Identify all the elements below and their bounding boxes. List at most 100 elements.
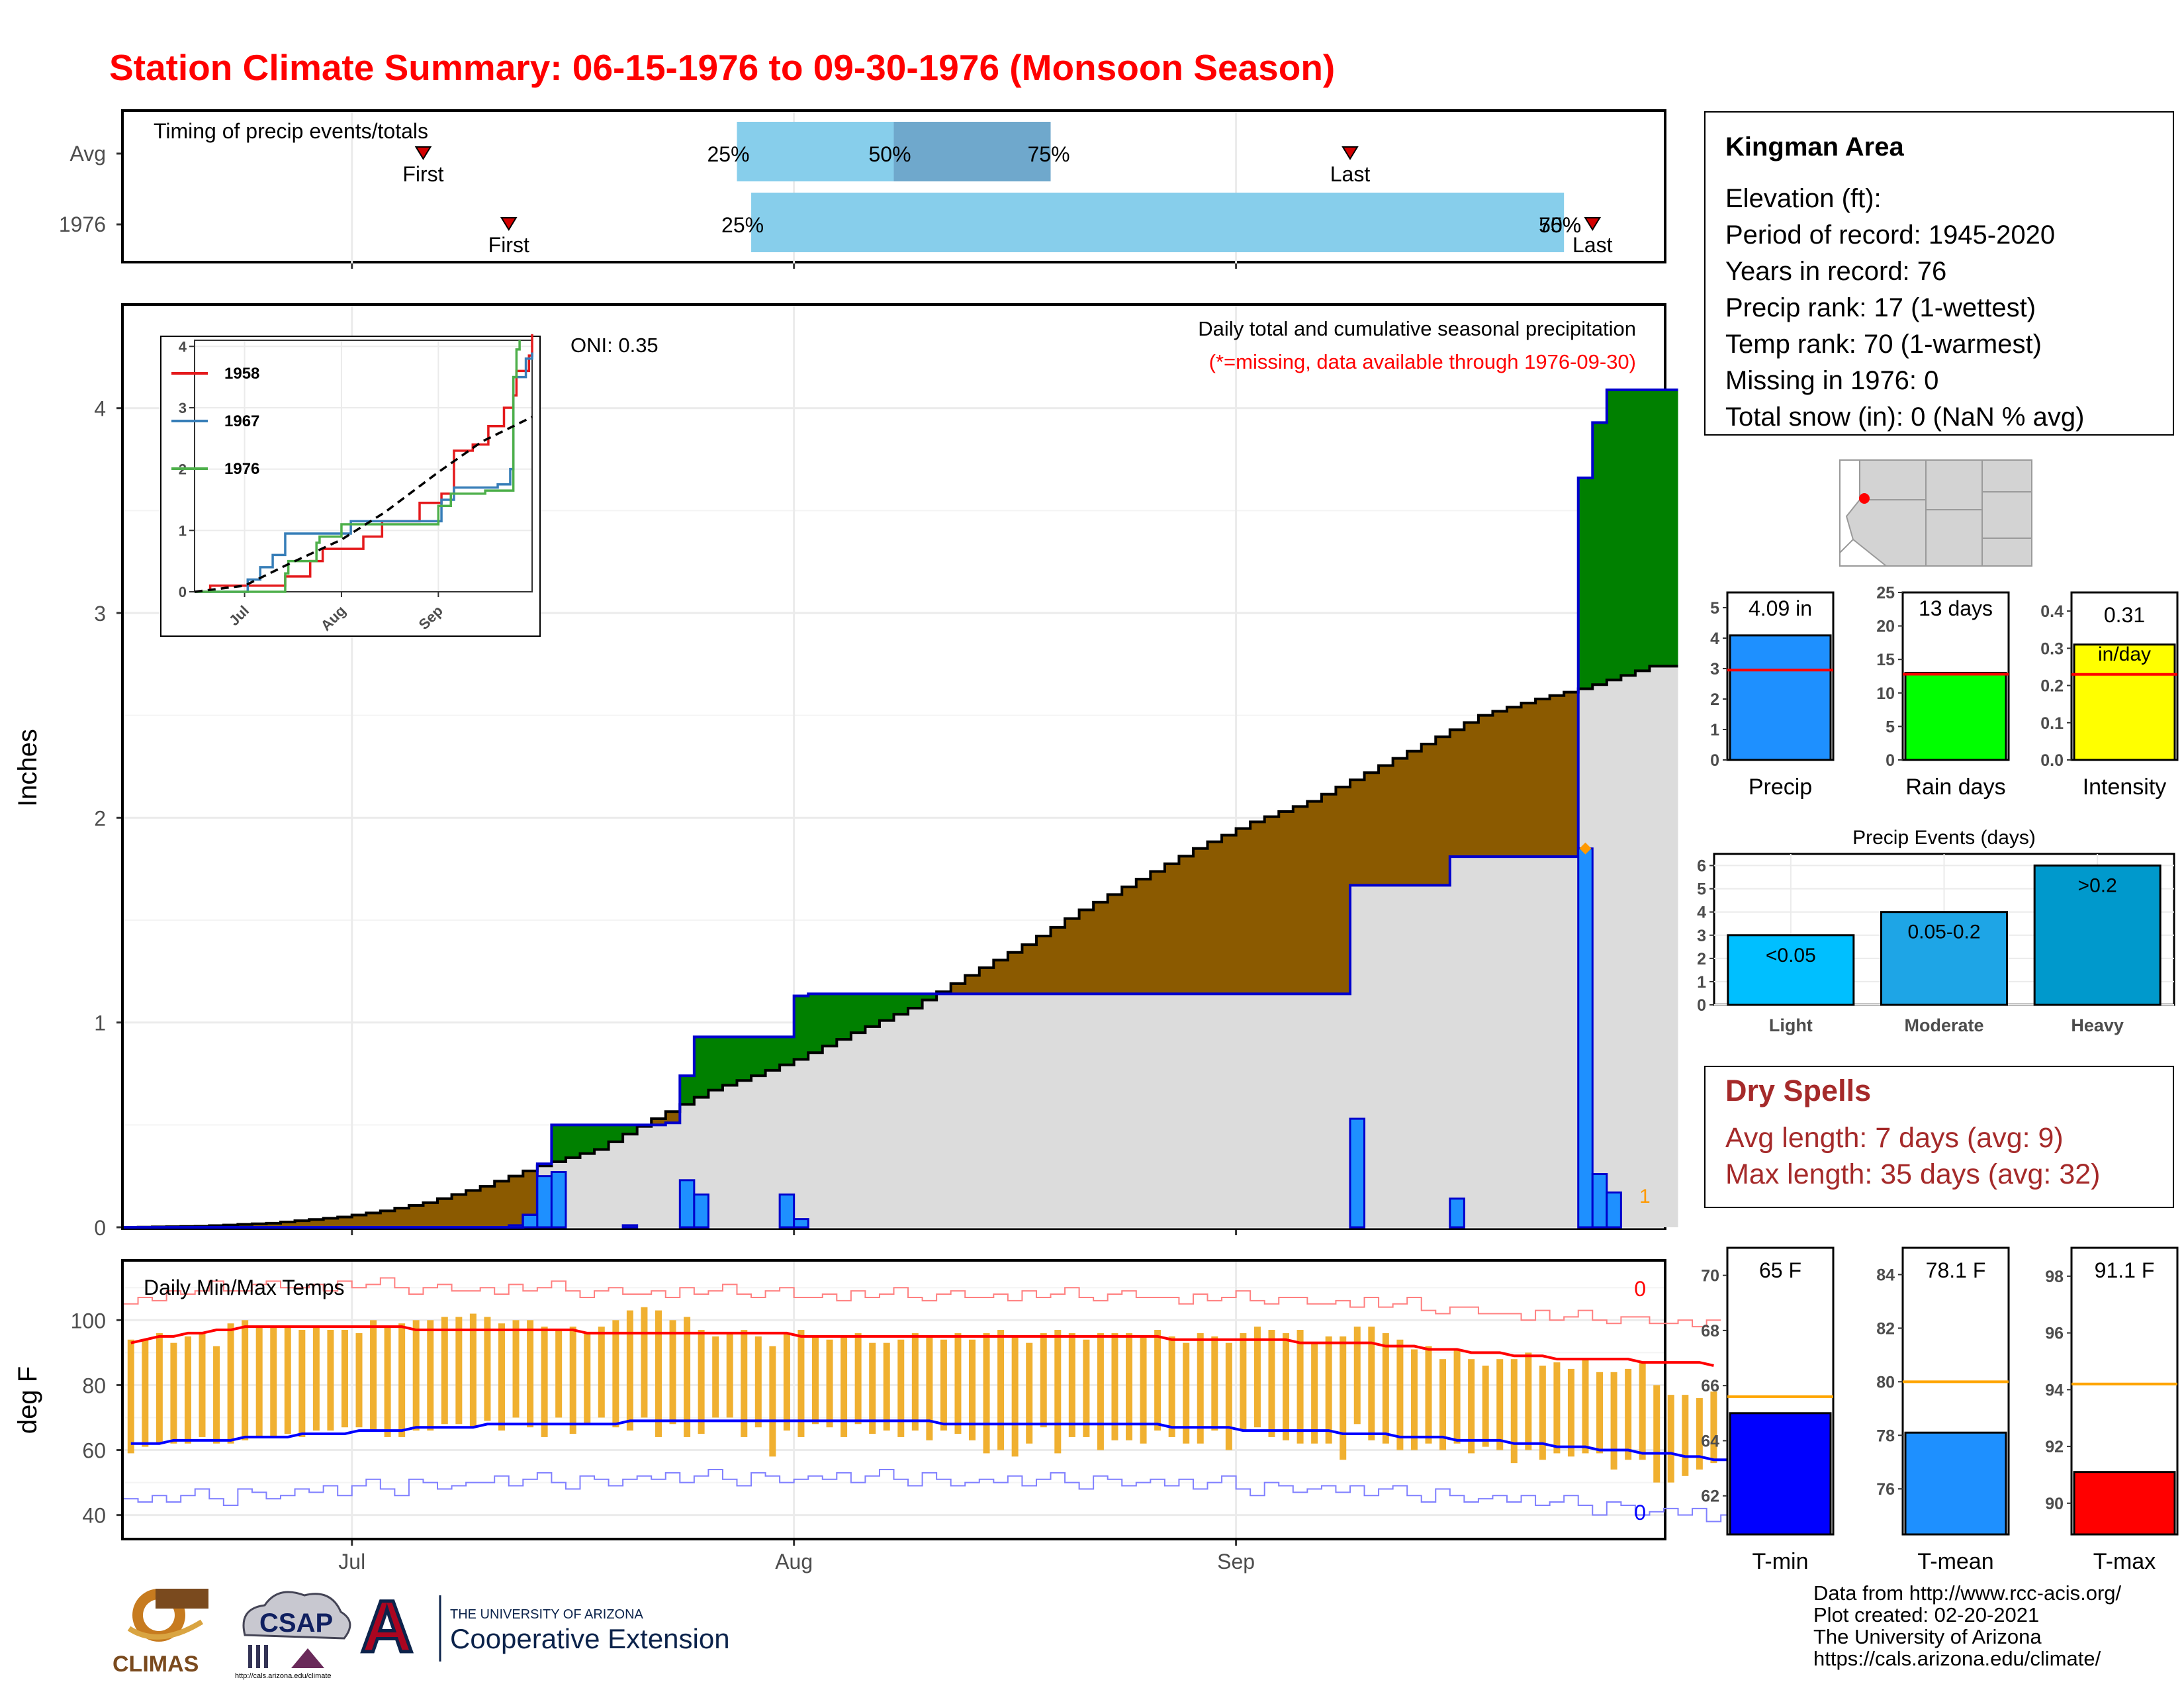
temp-range-bar xyxy=(1211,1336,1218,1431)
tmin-summary-value-label: 65 F xyxy=(1759,1258,1801,1282)
csap-text: CSAP xyxy=(259,1609,333,1638)
tmax-summary-bar xyxy=(2073,1471,2176,1536)
tmin-summary-y-tick-label: 70 xyxy=(1701,1267,1719,1286)
timing-q75-label: 75% xyxy=(1028,142,1070,166)
inset-legend-label: 1976 xyxy=(224,460,259,478)
precip-summary-y-tick-label: 5 xyxy=(1710,599,1719,618)
precip-events-y-tick-label: 3 xyxy=(1697,927,1706,945)
tmin-summary-x-label: T-min xyxy=(1752,1549,1809,1574)
temp-range-bar xyxy=(184,1336,191,1444)
normal-cumulative-area xyxy=(124,666,1678,1227)
station-years: Years in record: 76 xyxy=(1725,257,1947,286)
temp-range-bar xyxy=(726,1333,733,1418)
temp-y-tick-label: 60 xyxy=(82,1439,106,1463)
daily-precip-bar xyxy=(1349,1117,1366,1229)
timing-q50-label: 50% xyxy=(869,142,911,166)
climas-logo: CLIMAS xyxy=(113,1589,208,1677)
temp-range-bar xyxy=(926,1336,933,1440)
precip-subtitle: (*=missing, data available through 1976-… xyxy=(1209,350,1636,373)
timing-last-label: Last xyxy=(1330,162,1371,186)
temp-range-bar xyxy=(441,1317,448,1425)
precip-events-y-tick-label: 4 xyxy=(1697,904,1706,922)
temp-range-bar xyxy=(1382,1333,1389,1444)
normal-max-line xyxy=(130,1325,1714,1367)
csap-url: http://cals.arizona.edu/climate xyxy=(235,1672,332,1680)
tmean-summary-y-tick-label: 84 xyxy=(1876,1266,1895,1284)
temp-range-bar xyxy=(1311,1342,1318,1444)
temp-range-bar xyxy=(841,1336,848,1437)
missing-data-marker xyxy=(1579,842,1592,855)
missing-count-label: 1 xyxy=(1639,1186,1651,1207)
tmin-summary-y-tick-label: 64 xyxy=(1701,1432,1719,1450)
temp-range-bar xyxy=(255,1327,263,1437)
temp-range-bar xyxy=(398,1323,406,1437)
inset-y-tick-label: 4 xyxy=(179,338,187,355)
temp-range-bar xyxy=(1225,1342,1232,1450)
temp-range-bar xyxy=(741,1330,748,1437)
precip-summary-y-tick-label: 1 xyxy=(1710,721,1719,739)
tmin-summary-y-tick-label: 62 xyxy=(1701,1487,1719,1506)
temp-range-bar xyxy=(669,1320,676,1425)
ua-logo: A THE UNIVERSITY OF ARIZONA Cooperative … xyxy=(359,1585,730,1669)
temp-title: Daily Min/Max Temps xyxy=(144,1276,344,1299)
normal-cumulative-line xyxy=(124,665,1678,1229)
daily-precip-bar xyxy=(550,1170,567,1229)
temp-range-bar xyxy=(641,1307,648,1418)
precip-events-y-tick-label: 1 xyxy=(1697,973,1706,992)
inset-plot-frame xyxy=(194,340,533,592)
ua-a-mark: A xyxy=(361,1586,413,1667)
timing-first-label: First xyxy=(402,162,443,186)
temp-range-bar xyxy=(612,1320,619,1428)
observed-cumulative-line xyxy=(124,388,1678,1229)
temp-range-bar xyxy=(1468,1359,1475,1454)
temp-range-bar xyxy=(1496,1359,1504,1450)
timing-iqr-bar xyxy=(751,193,1565,252)
tmean-summary-y-tick-label: 78 xyxy=(1876,1427,1895,1445)
temp-range-bar xyxy=(1639,1362,1646,1460)
temp-range-bar xyxy=(1653,1385,1661,1483)
temp-range-bar xyxy=(156,1333,163,1444)
record-min-line xyxy=(124,1468,1735,1523)
temp-range-bar xyxy=(1240,1333,1247,1431)
station-period: Period of record: 1945-2020 xyxy=(1725,220,2056,250)
temp-range-bar xyxy=(1582,1359,1589,1454)
station-temp-rank: Temp rank: 70 (1-warmest) xyxy=(1725,330,2042,359)
temp-range-bar xyxy=(355,1333,363,1428)
temp-range-bar xyxy=(954,1333,962,1434)
daily-precip-bar xyxy=(693,1194,709,1229)
temp-range-bar xyxy=(1353,1327,1361,1425)
footer-url: https://cals.arizona.edu/climate/ xyxy=(1813,1647,2101,1670)
temp-range-bar xyxy=(698,1330,705,1434)
inset-y-tick-label: 3 xyxy=(179,400,187,416)
timing-last-marker xyxy=(1584,217,1602,231)
temp-x-tick-label: Aug xyxy=(775,1550,813,1573)
intensity-summary-value-label: 0.31 xyxy=(2104,603,2145,627)
temp-range-bar xyxy=(584,1333,591,1425)
temp-range-bar xyxy=(911,1333,919,1431)
temp-range-bar xyxy=(1183,1342,1190,1444)
temp-range-bar xyxy=(170,1342,177,1444)
temp-range-bar xyxy=(1154,1330,1161,1431)
temp-range-bar xyxy=(270,1327,277,1437)
precip-events-y-tick-label: 2 xyxy=(1697,950,1706,968)
ua-extension: Cooperative Extension xyxy=(450,1623,730,1654)
tmean-summary-value-label: 78.1 F xyxy=(1926,1258,1986,1282)
temp-range-bar xyxy=(1682,1395,1689,1476)
dry-spells-title: Dry Spells xyxy=(1725,1074,1872,1107)
temp-range-bar xyxy=(1040,1333,1047,1428)
temp-range-bar xyxy=(897,1339,905,1437)
temp-range-bar xyxy=(1396,1339,1404,1450)
temp-range-bar xyxy=(1539,1365,1546,1460)
temp-range-bar xyxy=(1097,1333,1104,1450)
temp-range-bar xyxy=(883,1342,890,1431)
intensity-summary-y-tick-label: 0.2 xyxy=(2040,677,2064,696)
tmin-summary-bar xyxy=(1729,1412,1832,1536)
temp-range-bar xyxy=(498,1323,505,1431)
record-low-count: 0 xyxy=(1634,1501,1646,1524)
timing-y-label: 1976 xyxy=(59,212,106,236)
precip-events-bar-label: >0.2 xyxy=(2078,875,2117,897)
inset-chart: JulAugSep01234195819671976 xyxy=(171,334,533,634)
temp-range-bar xyxy=(1610,1372,1617,1470)
inset-y-tick-label: 0 xyxy=(179,584,187,600)
